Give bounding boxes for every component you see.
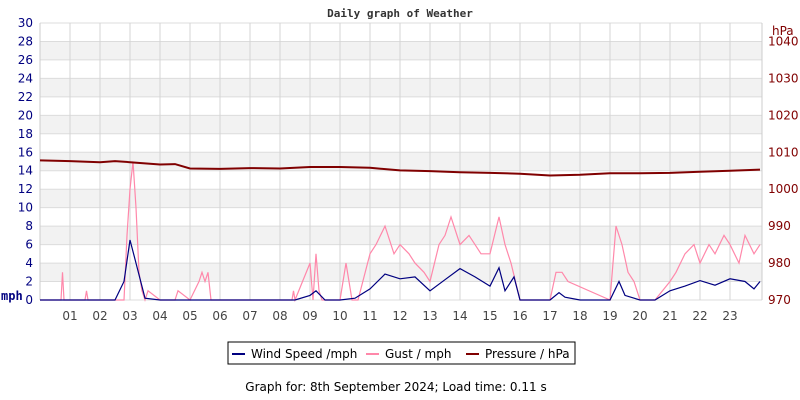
band xyxy=(40,189,762,208)
band xyxy=(40,41,762,60)
chart-title: Daily graph of Weather xyxy=(327,7,473,20)
right-tick-label: 980 xyxy=(768,256,791,270)
left-tick-label: 8 xyxy=(25,219,33,233)
x-tick-label: 21 xyxy=(662,309,677,323)
x-tick-label: 17 xyxy=(542,309,557,323)
x-tick-label: 05 xyxy=(182,309,197,323)
series-line-wind xyxy=(40,239,761,301)
band xyxy=(40,78,762,97)
legend-gust: Gust / mph xyxy=(385,347,451,361)
x-tick-label: 22 xyxy=(692,309,707,323)
x-tick-label: 15 xyxy=(482,309,497,323)
series-lines xyxy=(39,159,761,303)
right-axis-ticks: 970 980 990 1000 1010 1020 1030 1040 xyxy=(768,34,799,307)
left-tick-label: 16 xyxy=(18,145,33,159)
x-axis-ticks: 01 02 03 04 05 06 07 08 09 10 11 12 13 14 15 16 17 18 19 20… xyxy=(62,309,737,323)
left-axis-unit: mph xyxy=(1,289,23,303)
x-tick-label: 20 xyxy=(632,309,647,323)
x-tick-label: 12 xyxy=(392,309,407,323)
series-line-pressure xyxy=(39,159,761,177)
x-tick-label: 10 xyxy=(332,309,347,323)
x-tick-label: 16 xyxy=(512,309,527,323)
legend-wind: Wind Speed /mph xyxy=(251,347,357,361)
right-tick-label: 1020 xyxy=(768,108,799,122)
legend-box xyxy=(227,341,576,365)
x-tick-label: 13 xyxy=(422,309,437,323)
right-tick-label: 990 xyxy=(768,219,791,233)
x-tick-label: 14 xyxy=(452,309,467,323)
right-tick-label: 1010 xyxy=(768,145,799,159)
x-tick-label: 01 xyxy=(62,309,77,323)
x-tick-label: 07 xyxy=(242,309,257,323)
left-tick-label: 28 xyxy=(18,34,33,48)
band xyxy=(40,115,762,134)
right-tick-label: 1000 xyxy=(768,182,799,196)
x-tick-label: 03 xyxy=(122,309,137,323)
left-tick-label: 10 xyxy=(18,201,33,215)
x-tick-label: 09 xyxy=(302,309,317,323)
band xyxy=(40,226,762,245)
x-tick-label: 04 xyxy=(152,309,167,323)
left-tick-label: 12 xyxy=(18,182,33,196)
x-tick-label: 23 xyxy=(722,309,737,323)
left-tick-label: 20 xyxy=(18,108,33,122)
x-tick-label: 02 xyxy=(92,309,107,323)
legend-pressure: Pressure / hPa xyxy=(485,347,570,361)
left-tick-label: 6 xyxy=(25,238,33,252)
legend: Wind Speed /mph Gust / mph Pressure / hP… xyxy=(227,341,576,365)
left-tick-label: 30 xyxy=(18,16,33,30)
x-tick-label: 06 xyxy=(212,309,227,323)
right-tick-label: 970 xyxy=(768,293,791,307)
left-tick-label: 24 xyxy=(18,71,33,85)
left-tick-label: 0 xyxy=(25,293,33,307)
left-tick-label: 4 xyxy=(25,256,33,270)
x-tick-label: 08 xyxy=(272,309,287,323)
x-tick-label: 19 xyxy=(602,309,617,323)
left-tick-label: 26 xyxy=(18,53,33,67)
left-tick-label: 14 xyxy=(18,164,33,178)
x-tick-label: 11 xyxy=(362,309,377,323)
band xyxy=(40,152,762,171)
x-tick-label: 18 xyxy=(572,309,587,323)
footer-text: Graph for: 8th September 2024; Load time… xyxy=(245,380,546,394)
right-axis-unit: hPa xyxy=(772,24,794,38)
right-tick-label: 1030 xyxy=(768,71,799,85)
left-tick-label: 18 xyxy=(18,127,33,141)
left-tick-label: 22 xyxy=(18,90,33,104)
left-tick-label: 2 xyxy=(25,275,33,289)
right-tick-label: 1040 xyxy=(768,34,799,48)
